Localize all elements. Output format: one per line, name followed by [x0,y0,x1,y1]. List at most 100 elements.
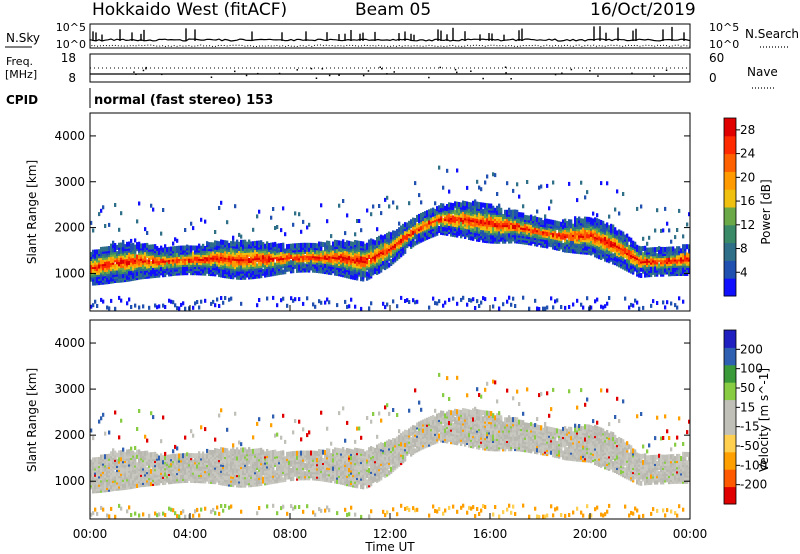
nave-dot [367,70,370,72]
power-cell [292,243,295,249]
power-cell [354,304,357,309]
power-cell [484,202,487,208]
power-cell [332,241,335,247]
power-cell [344,299,347,304]
power-cell [386,232,389,238]
power-cell [476,201,479,207]
power-cell [576,198,579,203]
noise-top-tick-right: 10^5 [709,21,739,34]
power-cell [546,305,549,310]
power-cell [432,296,435,301]
power-cell [92,258,95,263]
power-cell [370,244,373,250]
power-cell [312,302,315,307]
nave-dot [653,75,655,77]
power-cell [272,207,275,211]
power-cell [616,246,619,252]
power-cell [370,267,373,273]
power-cell [396,304,399,309]
power-cell [120,298,123,303]
power-cell [180,260,183,266]
velocity-cell [110,451,113,457]
power-cell [670,239,673,244]
power-cell [560,305,563,309]
power-colorbar-tick-label: 24 [740,147,755,161]
power-cell [478,202,481,207]
noise-panel-frame [89,23,691,49]
power-cell [378,239,381,245]
power-cell [624,247,627,252]
power-cell [608,225,611,231]
power-colorbar-tick-label: 4 [740,265,748,279]
power-cell [462,200,465,206]
noise-top-tick-left: 10^5 [56,21,86,34]
power-cell [256,244,259,250]
power-cell [204,246,207,251]
power-cell [130,243,133,249]
power-cell [406,222,409,228]
power-cell [100,259,103,265]
power-cell [584,241,587,247]
power-cell [346,240,349,246]
nave-tick-top: 60 [709,51,724,65]
power-cell [136,219,139,224]
power-cell [310,259,313,265]
power-cell [186,244,189,249]
power-cell [586,223,589,228]
power-cell [296,265,299,271]
power-cell [218,206,221,210]
power-cell [178,245,181,251]
power-cell [354,268,357,274]
power-cell [452,203,455,208]
power-cell [208,256,211,262]
power-cell [556,220,559,226]
power-cell [226,273,229,279]
power-cell [664,206,667,211]
nave-dot [142,69,145,72]
power-cell [224,296,227,300]
power-cell [448,202,451,208]
power-cell [160,258,163,263]
power-cell [504,226,507,232]
power-cell [686,222,689,227]
power-cell [240,264,243,270]
power-cell [210,242,213,248]
power-cell [422,212,425,217]
power-cell [664,247,667,252]
power-cell [330,234,333,239]
power-cell [128,297,131,302]
power-cell [534,298,537,303]
power-cell [318,241,321,247]
velocity-cell [114,461,117,466]
power-cell [422,220,425,226]
power-cell [316,249,319,255]
power-cell [360,306,363,311]
velocity-cell [126,468,129,474]
power-cell [636,206,639,211]
power-cell [502,302,505,307]
power-cell [344,231,347,236]
power-cell [568,181,571,186]
power-cell [158,256,161,262]
power-cell [192,305,195,310]
power-cell [388,204,391,209]
velocity-cell [120,418,123,423]
power-cell [616,261,619,267]
power-cell [304,263,307,269]
power-cell [316,243,319,249]
power-cell [600,304,603,309]
power-cell [678,208,681,213]
nave-dot [470,70,472,72]
power-cell [90,304,93,309]
power-cell [434,231,437,237]
power-cell [564,220,567,226]
power-cell [536,306,539,311]
velocity-cell [136,462,139,468]
power-cell [310,249,313,254]
power-cell [492,172,495,177]
power-cell [106,262,109,268]
power-cell [464,213,467,219]
power-cell [102,299,105,304]
velocity-cell [96,473,99,479]
